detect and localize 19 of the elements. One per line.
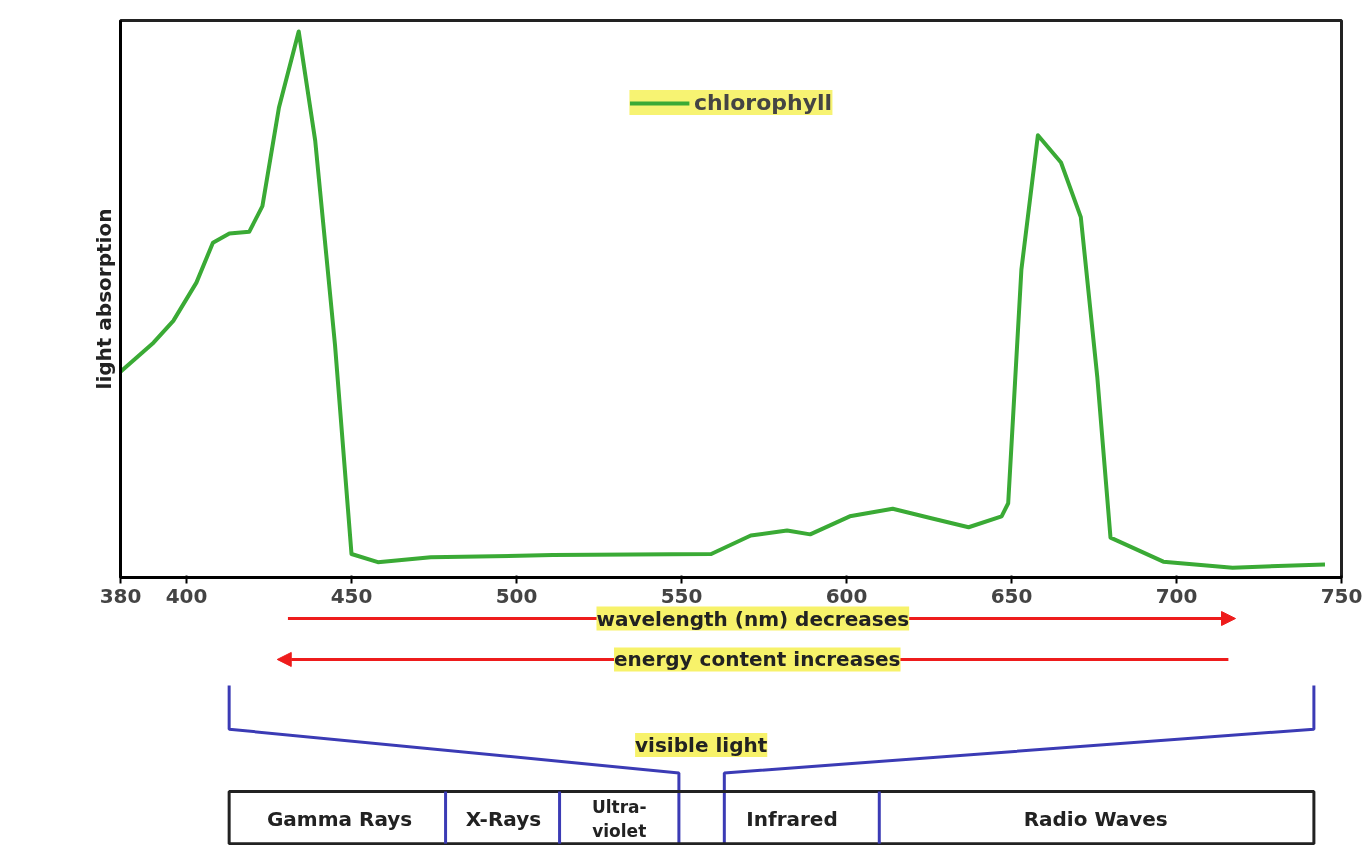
text: Infrared (746, 807, 838, 832)
x-tick-label: 450 (330, 583, 373, 608)
text: Radio Waves (1023, 807, 1168, 832)
x-tick-label: 550 (660, 583, 703, 608)
x-tick-label: 400 (165, 583, 208, 608)
x-tick-label: 650 (990, 583, 1033, 608)
x-tick-label: 600 (825, 583, 868, 608)
text: X-Rays (465, 807, 542, 832)
text: Gamma Rays (266, 807, 413, 832)
text: energy content increases (614, 647, 901, 672)
text: visible light (635, 733, 768, 758)
text: wavelength (nm) decreases (596, 606, 910, 631)
x-tick-label: 700 (1155, 583, 1198, 608)
x-tick-label: 500 (495, 583, 538, 608)
text: Ultra- violet (591, 797, 647, 842)
y-axis-title: light absorption (91, 208, 116, 390)
x-tick-label: 750 (1320, 583, 1363, 608)
legend-label: chlorophyll (693, 90, 833, 115)
x-tick-label: 380 (99, 583, 142, 608)
